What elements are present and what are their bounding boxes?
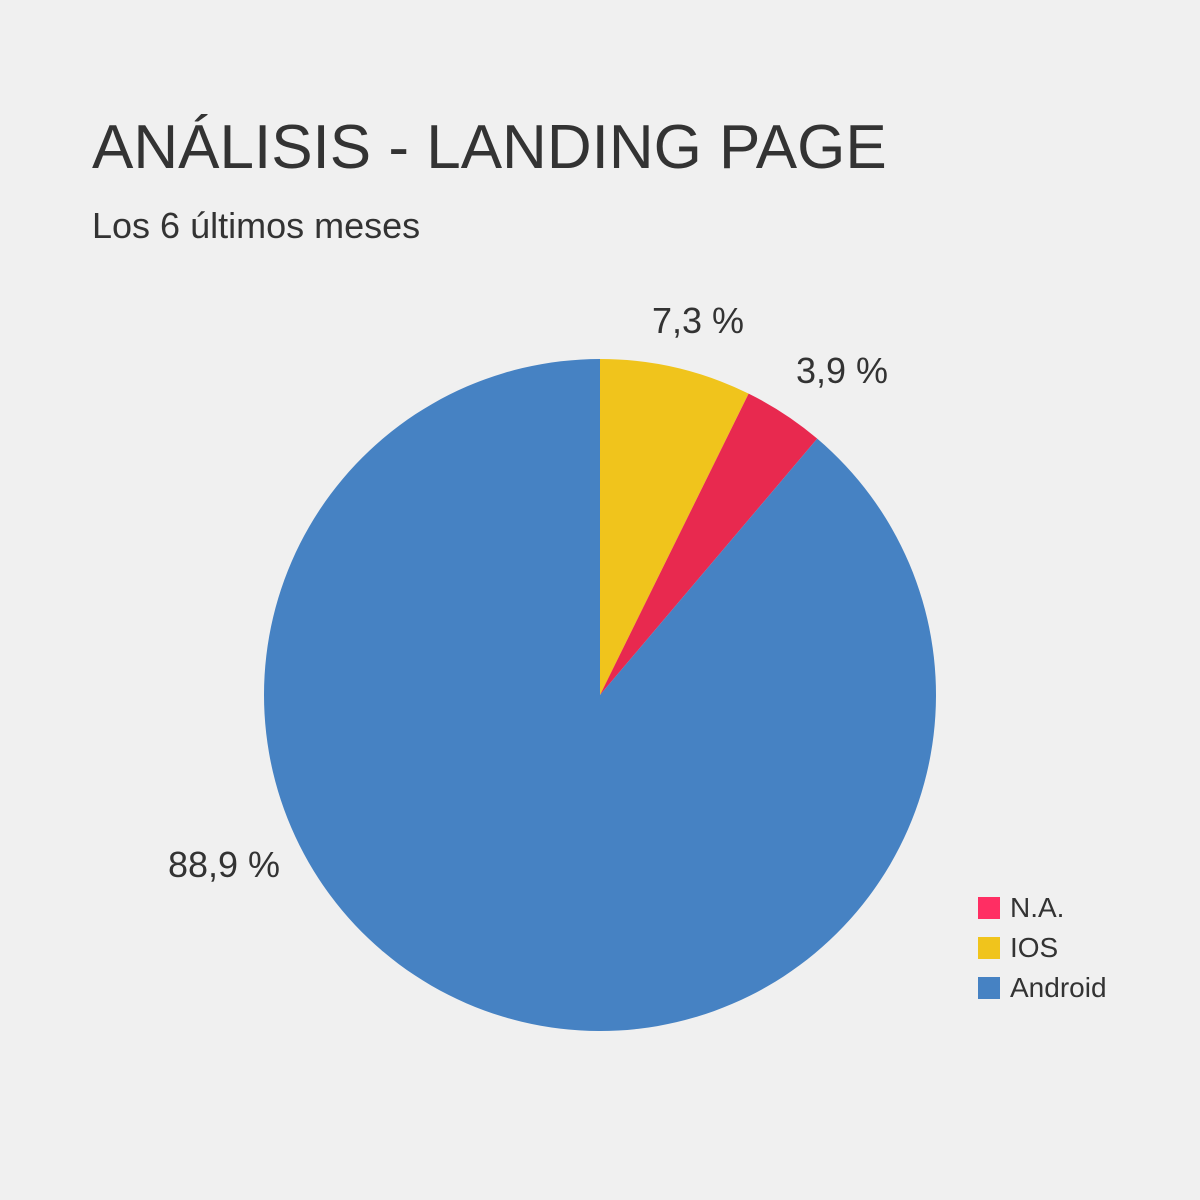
legend-label-na: N.A. <box>1010 892 1065 923</box>
legend-item-ios: IOS <box>978 928 1107 968</box>
chart-legend: N.A. IOS Android <box>978 888 1107 1008</box>
pie-labels: 7,3 % 3,9 % 88,9 % <box>168 300 888 885</box>
slice-label-android: 88,9 % <box>168 844 280 885</box>
pie-slices <box>263 359 936 1031</box>
legend-label-ios: IOS <box>1010 932 1059 963</box>
slice-label-ios: 7,3 % <box>652 300 744 341</box>
pie-slice-android <box>263 359 936 1031</box>
legend-label-android: Android <box>1010 972 1107 1003</box>
pie-slice-n-a <box>600 393 818 695</box>
slice-label-n-a: 3,9 % <box>796 350 888 391</box>
legend-swatch-android <box>978 977 1000 999</box>
legend-swatch-na <box>978 897 1000 919</box>
legend-item-android: Android <box>978 968 1107 1008</box>
chart-subtitle: Los 6 últimos meses <box>92 205 421 246</box>
chart-title: ANÁLISIS - LANDING PAGE <box>92 113 887 182</box>
legend-item-na: N.A. <box>978 888 1107 928</box>
pie-slice-ios <box>600 359 749 695</box>
legend-swatch-ios <box>978 937 1000 959</box>
